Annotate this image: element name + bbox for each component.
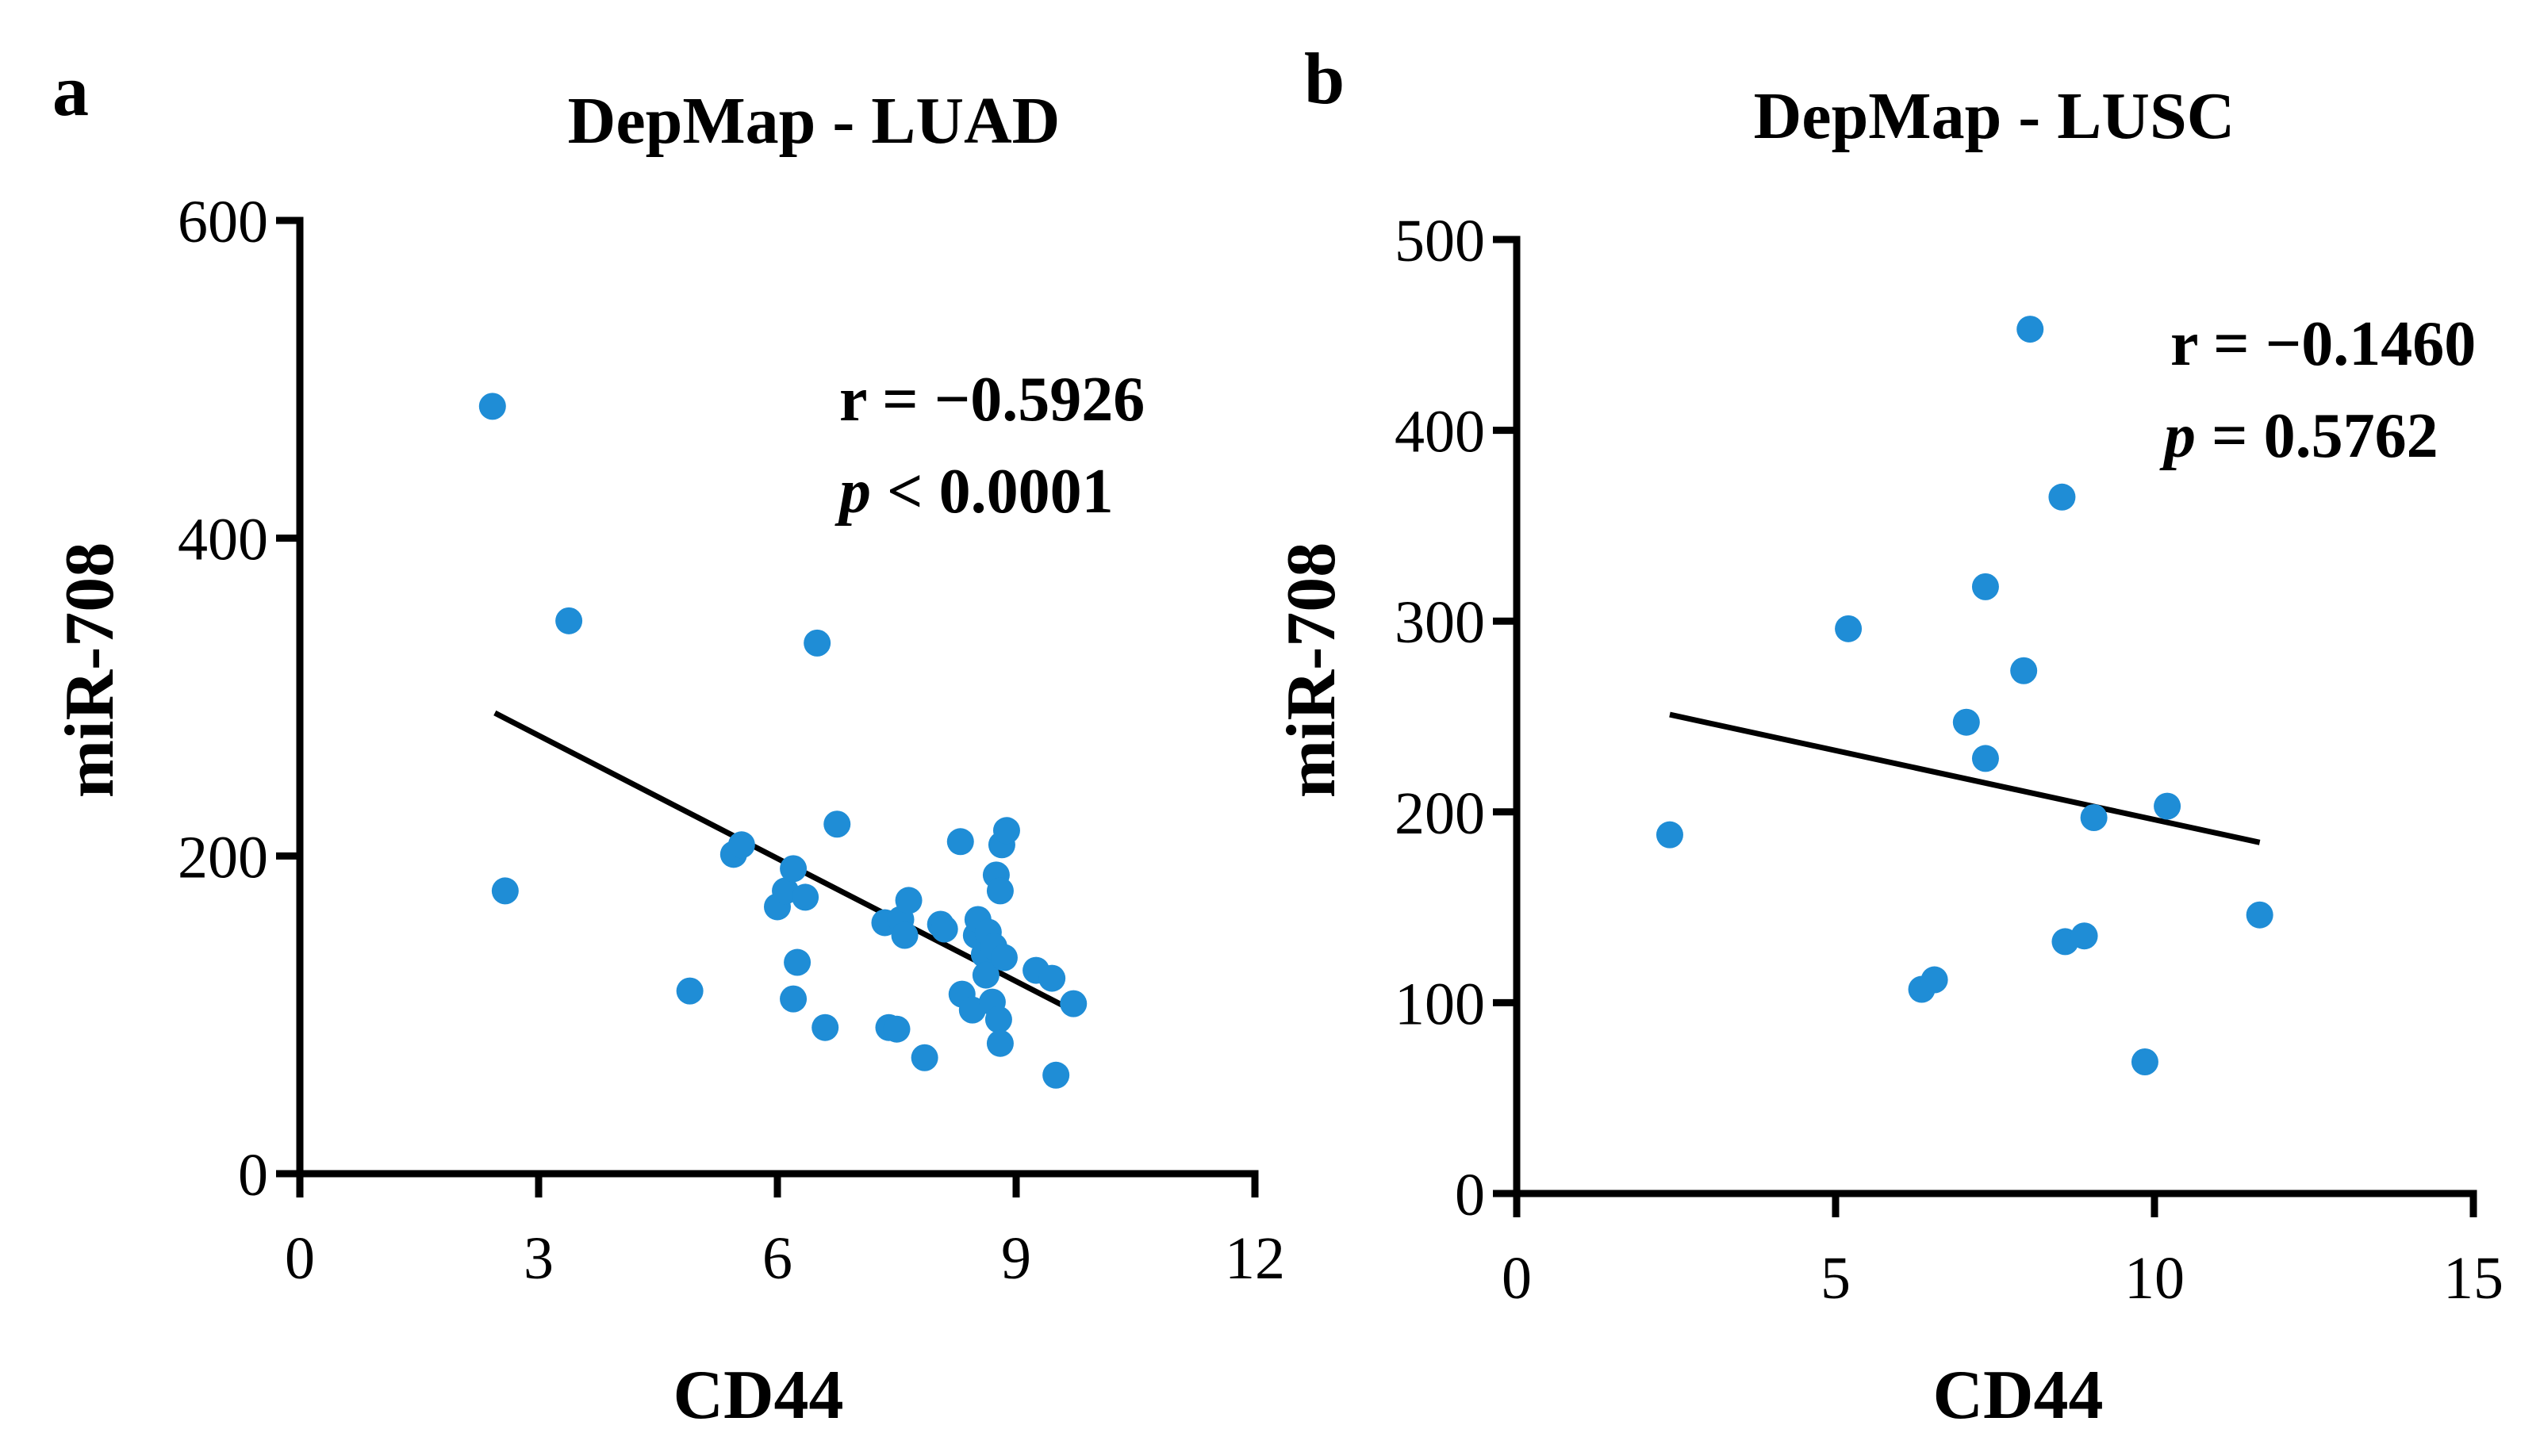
stat-p-a: p < 0.0001 [835, 457, 1114, 527]
x-tick-label-a: 6 [762, 1225, 792, 1292]
data-point-b [1920, 966, 1948, 994]
y-tick-label-b: 200 [1395, 780, 1485, 847]
data-point-b [2080, 804, 2108, 832]
data-point-a [984, 1006, 1012, 1033]
data-point-a [986, 877, 1014, 905]
y-axis-label-b: miR-708 [1273, 542, 1350, 799]
panel-label-a: a [52, 50, 89, 131]
data-point-b [2131, 1048, 2158, 1075]
data-point-a [946, 828, 974, 856]
data-point-a [883, 1015, 911, 1043]
panel-a: a DepMap - LUAD CD44 miR-708 r = −0.5926… [52, 50, 1285, 1434]
data-point-b [2070, 922, 2098, 950]
chart-title-a: DepMap - LUAD [568, 84, 1061, 158]
data-point-a [780, 855, 808, 883]
stat-p-value-a: < 0.0001 [871, 457, 1114, 527]
data-point-b [2010, 657, 2038, 684]
data-point-a [823, 810, 851, 838]
data-point-a [676, 977, 704, 1005]
stat-p-value-b: = 0.5762 [2196, 401, 2438, 471]
data-point-b [1835, 615, 1863, 642]
stat-r-b: r = −0.1460 [2170, 309, 2476, 379]
x-axis-label-a: CD44 [673, 1357, 843, 1434]
data-point-b [2246, 901, 2273, 929]
y-tick-label-b: 400 [1395, 399, 1485, 466]
data-point-a [555, 607, 583, 634]
data-point-a [792, 883, 819, 911]
x-tick-label-b: 0 [1502, 1245, 1532, 1312]
data-point-a [784, 948, 811, 976]
x-tick-label-a: 12 [1225, 1225, 1285, 1292]
data-point-a [491, 877, 519, 905]
data-point-a [891, 921, 919, 949]
data-point-b [2016, 316, 2044, 343]
data-point-b [1971, 745, 1999, 772]
data-point-a [727, 831, 755, 859]
stat-p-b: p = 0.5762 [2159, 401, 2438, 471]
regression-line-b [1669, 711, 2261, 845]
data-point-a [780, 985, 808, 1013]
x-axis-label-b: CD44 [1932, 1357, 2103, 1434]
data-point-a [911, 1044, 938, 1071]
data-point-a [1060, 990, 1088, 1017]
data-point-a [811, 1013, 839, 1041]
x-tick-label-a: 0 [285, 1225, 315, 1292]
y-tick-label-a: 400 [178, 507, 268, 573]
x-tick-label-b: 10 [2124, 1245, 2185, 1312]
x-tick-label-a: 3 [524, 1225, 554, 1292]
y-tick-label-b: 100 [1395, 971, 1485, 1037]
x-tick-label-b: 15 [2443, 1245, 2504, 1312]
data-point-a [990, 944, 1018, 971]
y-tick-label-b: 0 [1455, 1162, 1485, 1228]
y-tick-label-b: 500 [1395, 208, 1485, 274]
panel-b: b DepMap - LUSC CD44 miR-708 r = −0.1460… [1273, 38, 2504, 1434]
data-point-b [1952, 708, 1980, 736]
data-point-a [895, 887, 923, 914]
chart-title-b: DepMap - LUSC [1754, 79, 2235, 153]
data-point-a [1042, 1061, 1070, 1089]
stat-p-symbol-a: p [835, 457, 871, 527]
data-point-a [930, 915, 958, 943]
stat-p-symbol-b: p [2159, 401, 2196, 471]
y-tick-label-a: 600 [178, 189, 268, 255]
y-tick-label-a: 200 [178, 824, 268, 891]
data-point-b [1656, 821, 1683, 849]
panel-label-b: b [1304, 38, 1345, 119]
x-tick-label-a: 9 [1001, 1225, 1031, 1292]
data-point-a [478, 393, 506, 420]
y-tick-label-b: 300 [1395, 589, 1485, 656]
data-point-b [1971, 573, 1999, 600]
data-point-b [2154, 792, 2181, 820]
data-point-b [2048, 483, 2076, 511]
y-axis-label-a: miR-708 [52, 542, 129, 799]
stat-r-a: r = −0.5926 [839, 365, 1145, 435]
data-point-a [804, 629, 831, 657]
data-point-a [972, 961, 1000, 989]
y-tick-label-a: 0 [238, 1142, 268, 1209]
x-tick-label-b: 5 [1821, 1245, 1851, 1312]
data-point-a [992, 817, 1020, 845]
data-point-a [1038, 964, 1066, 992]
data-point-a [986, 1029, 1014, 1057]
